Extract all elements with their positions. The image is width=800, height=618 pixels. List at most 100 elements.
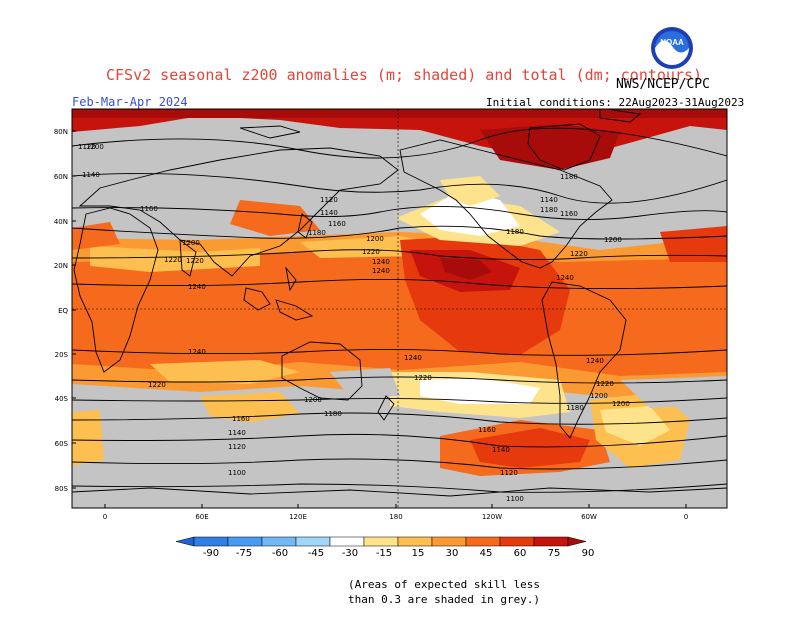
colorbar-tick-label: 60	[514, 548, 527, 559]
lat-label: 20S	[55, 351, 69, 359]
map-frame	[71, 108, 728, 509]
colorbar	[175, 536, 587, 547]
contour-label: 1120	[320, 196, 338, 204]
anomaly-shading	[72, 109, 727, 508]
initial-conditions-label: Initial conditions: 22Aug2023-31Aug2023	[486, 96, 745, 109]
colorbar-tick-label: -45	[308, 548, 324, 559]
contour-label-group: 1120 1140 1160 1200 1220 1240 1240 1220 …	[78, 143, 630, 503]
colorbar-segment	[533, 536, 569, 547]
contour-label: 1120	[78, 143, 96, 151]
logo-text: NOAA	[660, 38, 684, 47]
contour-label: 1240	[372, 258, 390, 266]
contour-label: 1180	[540, 206, 558, 214]
colorbar-segment	[227, 536, 263, 547]
colorbar-tick-label: -30	[342, 548, 358, 559]
contour-label: 1240	[586, 357, 604, 365]
noaa-logo-icon: NOAA	[651, 27, 693, 69]
colorbar-segment	[465, 536, 501, 547]
lat-label: 80S	[55, 485, 69, 493]
lon-label: 120E	[289, 513, 307, 521]
colorbar-labels: -90 -75 -60 -45 -30 -15 15 30 45 60 75 9…	[203, 548, 595, 559]
contour-label: 1160	[328, 220, 346, 228]
contour-label: 1100	[228, 469, 246, 477]
colorbar-segment	[397, 536, 433, 547]
colorbar-tick-label: 15	[412, 548, 425, 559]
latitude-ticks	[72, 130, 76, 489]
contour-label: 1240	[372, 267, 390, 275]
map-title: CFSv2 seasonal z200 anomalies (m; shaded…	[106, 66, 703, 84]
contour-label: 1220	[186, 257, 204, 265]
contour-label: 1180	[506, 228, 524, 236]
contour-label: 1140	[82, 171, 100, 179]
longitude-ticks	[104, 504, 687, 508]
lat-label: 60S	[55, 440, 69, 448]
contour-label: 1120	[500, 469, 518, 477]
lon-label: 0	[684, 513, 688, 521]
contour-label: 1220	[596, 380, 614, 388]
contour-label: 1200	[604, 236, 622, 244]
colorbar-tick-label: 75	[548, 548, 561, 559]
colorbar-segment	[363, 536, 399, 547]
contour-label: 1140	[492, 446, 510, 454]
contour-label: 1220	[164, 256, 182, 264]
contour-label: 1180	[566, 404, 584, 412]
lat-label: 40S	[55, 395, 69, 403]
lat-label: EQ	[58, 307, 68, 315]
colorbar-segment	[499, 536, 535, 547]
latitude-labels: 80N 60N 40N 20N EQ 20S 40S 60S 80S	[54, 128, 69, 493]
contour-label: 1200	[366, 235, 384, 243]
lon-label: 180	[389, 513, 402, 521]
colorbar-tick-label: -60	[272, 548, 288, 559]
contour-label: 1180	[308, 229, 326, 237]
contour-label: 1240	[188, 348, 206, 356]
contour-label: 1240	[556, 274, 574, 282]
lat-label: 40N	[54, 218, 68, 226]
lat-label: 60N	[54, 173, 68, 181]
season-label: Feb-Mar-Apr 2024	[72, 95, 188, 109]
lon-label: 60E	[195, 513, 208, 521]
graticule	[72, 109, 727, 508]
colorbar-tick-label: -15	[376, 548, 392, 559]
skill-note-line-1: (Areas of expected skill less	[348, 578, 541, 591]
contour-label: 1160	[140, 205, 158, 213]
contour-label: 1140	[320, 209, 338, 217]
contour-label: 1200	[304, 396, 322, 404]
contour-label: 1160	[478, 426, 496, 434]
contour-label: 1200	[182, 239, 200, 247]
lon-label: 0	[103, 513, 107, 521]
contour-label: 1180	[324, 410, 342, 418]
colorbar-segment	[295, 536, 331, 547]
contour-label: 1100	[506, 495, 524, 503]
lat-label: 20N	[54, 262, 68, 270]
contour-label: 1240	[404, 354, 422, 362]
contour-label: 1220	[414, 374, 432, 382]
colorbar-tick-label: 30	[446, 548, 459, 559]
contour-label: 1200	[590, 392, 608, 400]
colorbar-segment	[193, 536, 229, 547]
colorbar-segment	[329, 536, 365, 547]
contour-label: 1120	[228, 443, 246, 451]
contour-label: 1220	[148, 381, 166, 389]
colorbar-right-arrow	[567, 536, 587, 547]
contour-label: 1140	[228, 429, 246, 437]
contour-label: 1160	[232, 415, 250, 423]
agency-label: NWS/NCEP/CPC	[616, 77, 710, 92]
contour-label: 1180	[560, 173, 578, 181]
contour-label: 1200	[86, 143, 104, 151]
contour-label: 1220	[362, 248, 380, 256]
lon-label: 120W	[482, 513, 502, 521]
colorbar-left-arrow	[175, 536, 195, 547]
colorbar-segment	[261, 536, 297, 547]
lat-label: 80N	[54, 128, 68, 136]
colorbar-tick-label: -90	[203, 548, 219, 559]
contour-label: 1220	[570, 250, 588, 258]
colorbar-tick-label: 45	[480, 548, 493, 559]
longitude-labels: 0 60E 120E 180 120W 60W 0	[103, 513, 688, 521]
colorbar-segment	[431, 536, 467, 547]
height-contours	[72, 127, 727, 493]
colorbar-tick-label: 90	[582, 548, 595, 559]
lon-label: 60W	[581, 513, 597, 521]
contour-label: 1240	[188, 283, 206, 291]
colorbar-tick-label: -75	[236, 548, 252, 559]
